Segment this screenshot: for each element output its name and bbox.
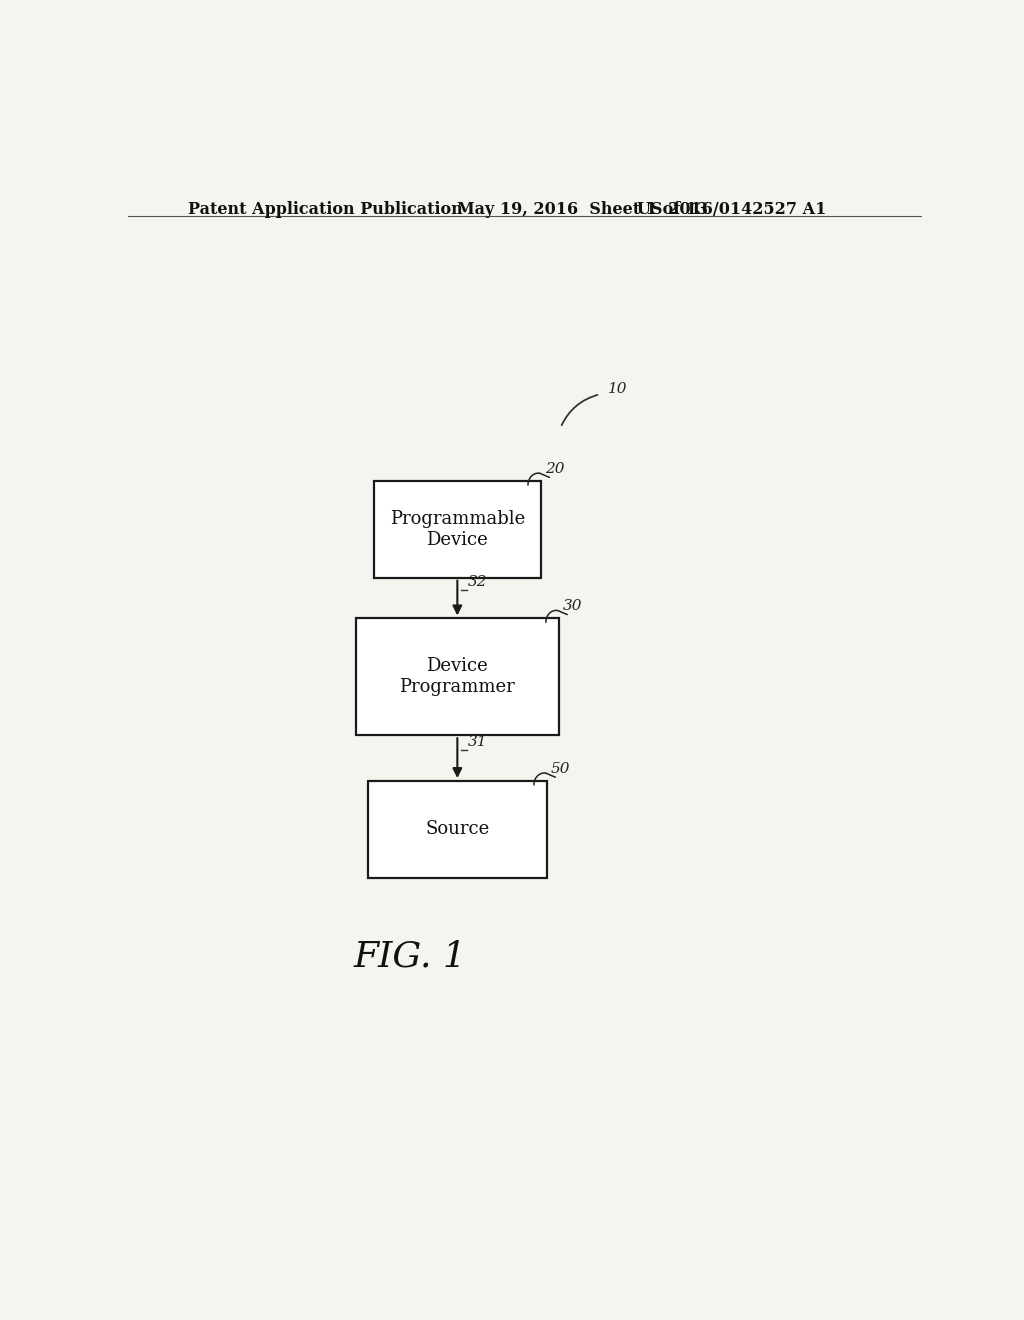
Text: Source: Source	[425, 820, 489, 838]
Text: 30: 30	[562, 599, 582, 614]
Bar	[368, 781, 547, 878]
Text: 32: 32	[468, 574, 487, 589]
Text: Patent Application Publication: Patent Application Publication	[187, 201, 462, 218]
Text: FIG. 1: FIG. 1	[353, 940, 466, 973]
Text: 50: 50	[551, 762, 570, 776]
Text: Programmable
Device: Programmable Device	[390, 510, 525, 549]
Text: 31: 31	[468, 735, 487, 748]
Text: 10: 10	[608, 383, 628, 396]
Text: May 19, 2016  Sheet 1 of 13: May 19, 2016 Sheet 1 of 13	[458, 201, 709, 218]
Text: Device
Programmer: Device Programmer	[399, 657, 515, 696]
Bar	[374, 480, 541, 578]
Bar	[356, 618, 558, 735]
Text: 20: 20	[545, 462, 564, 477]
Text: US 2016/0142527 A1: US 2016/0142527 A1	[637, 201, 826, 218]
